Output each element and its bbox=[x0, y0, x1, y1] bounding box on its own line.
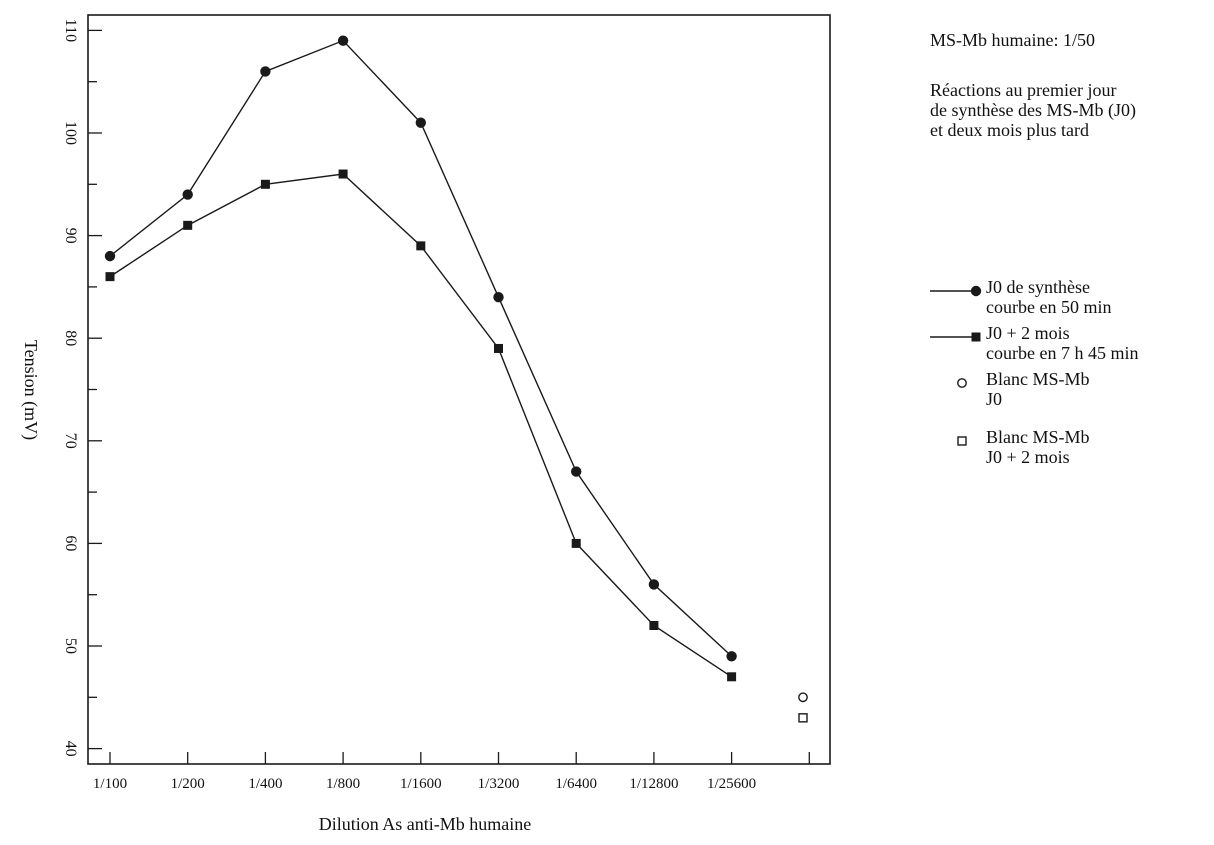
series-2-point bbox=[338, 169, 348, 179]
legend-marker bbox=[957, 378, 967, 388]
series-2-point bbox=[183, 220, 193, 230]
x-tick-label: 1/6400 bbox=[555, 776, 597, 792]
x-tick-label: 1/12800 bbox=[629, 776, 678, 792]
legend-label: Blanc MS-Mb J0 + 2 mois bbox=[986, 427, 1090, 467]
y-tick-label: 50 bbox=[62, 638, 79, 654]
series-2-point bbox=[727, 672, 737, 682]
series-line-1 bbox=[109, 39, 733, 657]
series-2-point bbox=[416, 241, 426, 251]
legend-marker bbox=[957, 436, 967, 446]
x-tick-label: 1/400 bbox=[248, 776, 282, 792]
legend-label: J0 + 2 mois courbe en 7 h 45 min bbox=[986, 323, 1139, 363]
series-1-point bbox=[104, 250, 116, 262]
legend-label: Blanc MS-Mb J0 bbox=[986, 369, 1090, 409]
plot-frame bbox=[87, 14, 831, 765]
legend-swatch bbox=[957, 436, 967, 446]
chart-annotation-description: Réactions au premier jour de synthèse de… bbox=[930, 80, 1136, 140]
legend-marker bbox=[970, 285, 982, 297]
legend-swatch bbox=[930, 285, 982, 297]
x-tick-label: 1/800 bbox=[326, 776, 360, 792]
legend-label: J0 de synthèse courbe en 50 min bbox=[986, 277, 1112, 317]
x-tick-label: 1/200 bbox=[171, 776, 205, 792]
y-tick-label: 100 bbox=[62, 121, 79, 145]
series-2-point bbox=[649, 620, 659, 630]
series-2-point bbox=[571, 538, 581, 548]
legend-swatch bbox=[930, 332, 981, 342]
x-tick-label: 1/25600 bbox=[707, 776, 756, 792]
series-1-point bbox=[415, 117, 426, 128]
x-tick-label: 1/100 bbox=[93, 776, 127, 792]
y-tick-label: 90 bbox=[62, 228, 79, 244]
series-1-point bbox=[260, 66, 271, 77]
blank-point-1 bbox=[798, 692, 808, 703]
blank-point-2 bbox=[798, 713, 808, 723]
y-axis-label: Tension (mV) bbox=[20, 340, 41, 440]
legend-marker bbox=[971, 332, 981, 342]
series-2-point bbox=[260, 179, 270, 189]
series-1-point bbox=[182, 189, 193, 200]
series-2-point bbox=[105, 272, 115, 282]
series-1-point bbox=[337, 35, 349, 46]
y-tick-label: 40 bbox=[62, 741, 79, 757]
series-2-point bbox=[494, 343, 503, 353]
series-1-point bbox=[571, 466, 582, 477]
y-tick-label: 60 bbox=[62, 535, 79, 551]
y-tick-label: 110 bbox=[62, 19, 79, 42]
series-1-point bbox=[726, 651, 737, 662]
legend-swatch bbox=[957, 378, 967, 388]
x-axis-label: Dilution As anti-Mb humaine bbox=[319, 814, 531, 834]
series-1-point bbox=[648, 579, 660, 590]
y-tick-label: 70 bbox=[62, 433, 79, 449]
y-tick-label: 80 bbox=[62, 330, 79, 346]
series-1-point bbox=[493, 291, 504, 303]
x-tick-label: 1/1600 bbox=[400, 776, 442, 792]
chart-annotation-title: MS-Mb humaine: 1/50 bbox=[930, 30, 1095, 50]
x-tick-label: 1/3200 bbox=[478, 776, 520, 792]
